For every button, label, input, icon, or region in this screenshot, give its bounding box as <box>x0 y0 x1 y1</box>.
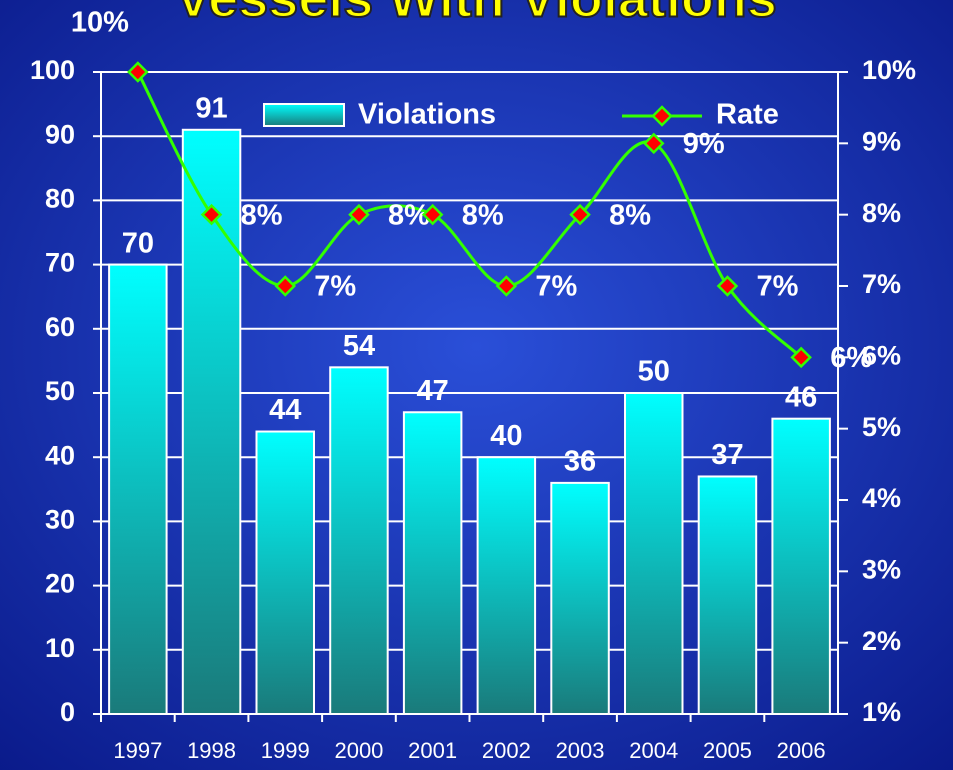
rate-value-label: 8% <box>241 199 283 231</box>
y2-tick-label: 4% <box>862 483 901 513</box>
bar <box>108 263 168 715</box>
bar-value-label: 46 <box>785 381 817 413</box>
bar <box>181 128 242 715</box>
rate-value-label: 7% <box>314 271 356 303</box>
y2-tick-label: 5% <box>862 412 901 442</box>
rate-marker <box>348 203 370 226</box>
rate-marker <box>716 275 739 297</box>
x-tick-label: 2005 <box>703 738 752 763</box>
y2-tick-label: 9% <box>862 126 901 156</box>
rate-value-label: 9% <box>683 128 725 160</box>
legend-swatch <box>263 103 345 127</box>
y-tick-label: 20 <box>45 569 75 599</box>
x-tick-label: 2001 <box>408 738 457 763</box>
rate-value-label: 8% <box>462 199 504 231</box>
bar-value-label: 47 <box>417 375 449 407</box>
rate-marker <box>421 203 444 226</box>
y-tick-label: 40 <box>45 440 75 470</box>
rate-marker <box>790 346 812 369</box>
x-tick-label: 2004 <box>629 738 678 763</box>
legend-label: Rate <box>716 99 779 131</box>
bar-value-label: 91 <box>195 92 227 124</box>
x-tick-label: 1999 <box>261 738 310 763</box>
y2-tick-label: 2% <box>862 626 901 656</box>
y-tick-label: 70 <box>45 248 75 278</box>
x-tick-label: 2000 <box>334 738 383 763</box>
y-tick-label: 30 <box>45 505 75 535</box>
bar <box>771 417 831 715</box>
bar <box>402 411 463 715</box>
rate-marker <box>495 275 518 297</box>
chart-title: Vessels With Violations <box>175 0 777 28</box>
bar-value-label: 54 <box>343 330 375 362</box>
y-tick-label: 100 <box>30 55 75 85</box>
bar-value-label: 37 <box>711 439 743 471</box>
y-tick-label: 10 <box>45 633 75 663</box>
rate-marker <box>642 132 665 155</box>
y2-tick-label: 3% <box>862 554 901 584</box>
bar-value-label: 40 <box>490 420 522 452</box>
x-tick-label: 2006 <box>777 738 826 763</box>
y2-tick-label: 1% <box>862 697 901 727</box>
y2-tick-label: 6% <box>862 340 901 370</box>
legend-marker <box>651 105 673 127</box>
rate-value-label: 6% <box>830 342 872 374</box>
rate-value-label: 7% <box>756 271 798 303</box>
bar-value-label: 50 <box>638 356 670 388</box>
y-tick-label: 90 <box>45 119 75 149</box>
rate-marker <box>127 61 149 83</box>
bar <box>255 430 315 715</box>
bar-value-label: 70 <box>122 227 154 259</box>
x-tick-label: 2003 <box>556 738 605 763</box>
x-tick-label: 1998 <box>187 738 236 763</box>
rate-marker <box>274 275 297 297</box>
bar-value-label: 36 <box>564 446 596 478</box>
y-tick-label: 80 <box>45 184 75 214</box>
bar <box>476 456 537 715</box>
rate-marker <box>569 203 591 226</box>
rate-value-label: 10% <box>71 7 129 39</box>
legend-label: Violations <box>358 99 496 131</box>
bar <box>329 366 389 715</box>
rate-line <box>136 71 803 359</box>
rate-value-label: 7% <box>535 271 577 303</box>
x-tick-label: 1997 <box>113 738 162 763</box>
y2-tick-label: 10% <box>862 55 916 85</box>
rate-marker <box>200 203 223 226</box>
y-tick-label: 0 <box>60 697 75 727</box>
bar-value-label: 44 <box>269 394 301 426</box>
y2-tick-label: 7% <box>862 269 901 299</box>
bar <box>550 481 610 715</box>
rate-value-label: 8% <box>609 199 651 231</box>
y-tick-label: 50 <box>45 376 75 406</box>
bar <box>624 392 684 715</box>
y-tick-label: 60 <box>45 312 75 342</box>
bar <box>697 475 758 715</box>
x-tick-label: 2002 <box>482 738 531 763</box>
y2-tick-label: 8% <box>862 198 901 228</box>
